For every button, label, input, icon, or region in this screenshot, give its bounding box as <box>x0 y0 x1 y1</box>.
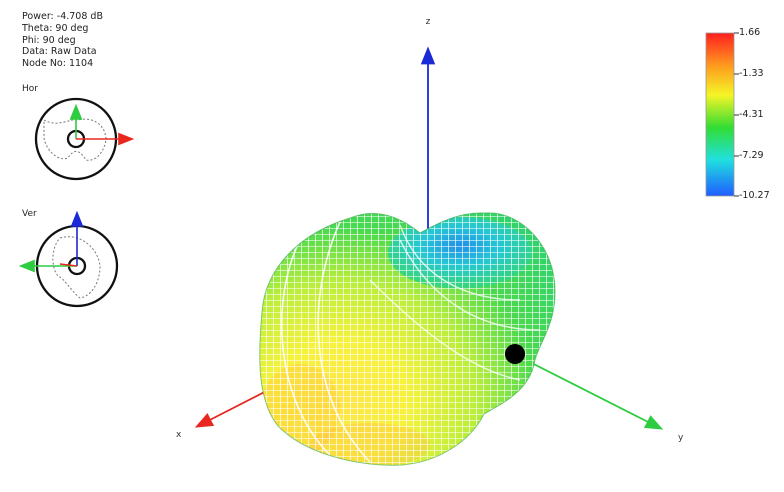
colorbar-label-2: -1.33 <box>739 68 764 79</box>
radiation-pattern-surface[interactable] <box>250 200 570 480</box>
colorbar-gradient <box>705 32 735 197</box>
power-readout: Power: -4.708 dB <box>22 11 103 22</box>
vertical-cut-view[interactable] <box>18 210 119 308</box>
colorbar-label-max: 1.66 <box>739 27 761 38</box>
x-axis-label: x <box>176 430 182 440</box>
colorbar-label-min: -10.27 <box>739 190 770 201</box>
phi-readout: Phi: 90 deg <box>22 34 76 46</box>
ver-depth-axis <box>59 263 78 267</box>
colorbar-label-4: -7.29 <box>739 150 764 161</box>
ver-pattern-trace <box>52 236 101 299</box>
data-readout: Data: Raw Data <box>22 46 97 58</box>
colorbar-label-3: -4.31 <box>739 109 764 120</box>
theta-readout: Theta: 90 deg <box>22 22 89 34</box>
z-axis-label: z <box>426 17 431 27</box>
vertical-view-label: Ver <box>22 209 37 219</box>
horizontal-cut-view[interactable] <box>34 97 135 181</box>
y-axis <box>509 351 664 430</box>
selected-node-marker[interactable] <box>505 344 525 364</box>
y-axis-label: y <box>678 433 684 443</box>
colorbar <box>705 32 739 197</box>
horizontal-view-label: Hor <box>22 84 38 94</box>
measurement-info: Power: -4.708 dB Theta: 90 deg Phi: 90 d… <box>22 11 103 70</box>
node-readout: Node No: 1104 <box>22 58 94 70</box>
